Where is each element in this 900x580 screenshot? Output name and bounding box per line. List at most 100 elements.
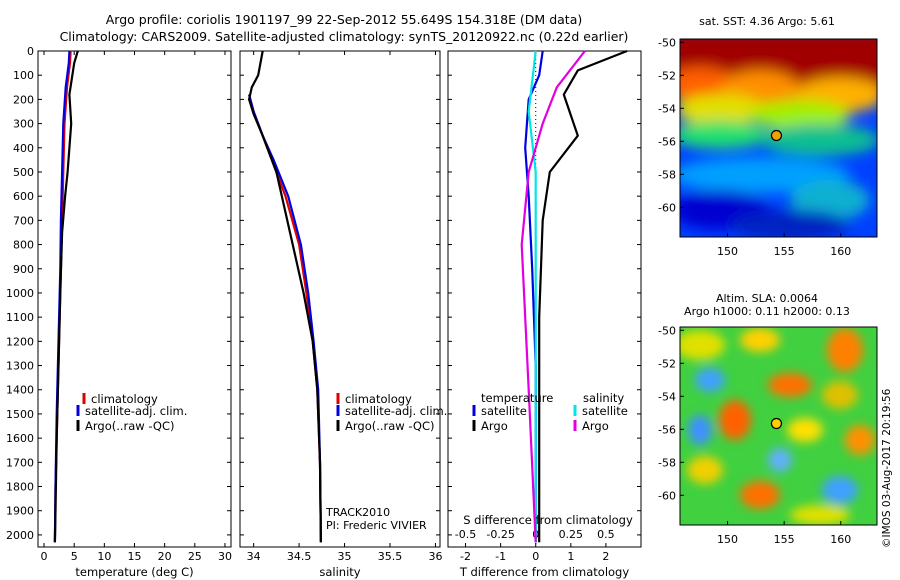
series-line-argo-raw-qc- <box>53 50 79 543</box>
map-y-tick-label: -58 <box>658 456 676 469</box>
x-tick-label: 34 <box>247 550 261 563</box>
map-y-tick-label: -56 <box>658 423 676 436</box>
map-y-tick-label: -56 <box>658 135 676 148</box>
figure-title: Argo profile: coriolis 1901197_99 22-Sep… <box>106 12 582 27</box>
y-tick-label: 1300 <box>6 360 34 373</box>
series-line-temperature-argo <box>538 49 628 543</box>
sla-map-subtitle: Argo h1000: 0.11 h2000: 0.13 <box>684 305 850 318</box>
y-tick-label: 2000 <box>6 529 34 542</box>
legend-label-argo: Argo(..raw -QC) <box>345 419 435 433</box>
x-tick-label: 34.5 <box>287 550 312 563</box>
y-tick-label: 1500 <box>6 408 34 421</box>
x-tick-label: 36 <box>428 550 442 563</box>
map-x-tick-label: 160 <box>830 245 851 258</box>
legend-title-salinity: salinity <box>583 391 624 405</box>
y-tick-label: 500 <box>13 166 34 179</box>
map-y-tick-label: -50 <box>658 36 676 49</box>
x-tick-label: 25 <box>188 550 202 563</box>
map-y-tick-label: -52 <box>658 69 676 82</box>
map-y-tick-label: -60 <box>658 489 676 502</box>
y-tick-label: 1200 <box>6 335 34 348</box>
legend-label-argo: Argo(..raw -QC) <box>85 419 175 433</box>
figure-subtitle: Climatology: CARS2009. Satellite-adjuste… <box>60 29 629 44</box>
top-x-tick-label: -0.5 <box>455 528 476 541</box>
legend-label-t-argo: Argo <box>481 419 508 433</box>
salinity-legend: climatology satellite-adj. clim. Argo(..… <box>325 392 447 532</box>
map-y-tick-label: -50 <box>658 324 676 337</box>
top-x-tick-label: 0.5 <box>597 528 615 541</box>
map-y-tick-label: -58 <box>658 168 676 181</box>
x-tick-label: -1 <box>495 550 506 563</box>
difference-legend: temperature satellite Argo salinity sate… <box>463 391 633 527</box>
salinity-chart: 34 34.5 35 35.5 36 salinity <box>240 50 442 579</box>
credit-text: ©IMOS 03-Aug-2017 20:19:56 <box>881 388 893 548</box>
sst-map: sat. SST: 4.36 Argo: 5.61 <box>679 15 878 238</box>
top-x-tick-label: -0.25 <box>486 528 514 541</box>
x-tick-label: 15 <box>128 550 142 563</box>
legend-label-satellite: satellite-adj. clim. <box>85 404 187 418</box>
y-tick-label: 1700 <box>6 456 34 469</box>
y-tick-label: 1900 <box>6 505 34 518</box>
float-position-marker <box>770 417 783 430</box>
legend-label-t-satellite: satellite <box>481 404 527 418</box>
map-y-tick-label: -54 <box>658 102 676 115</box>
x-tick-label: 2 <box>602 550 609 563</box>
y-tick-label: 1400 <box>6 384 34 397</box>
x-tick-label: 35 <box>338 550 352 563</box>
sst-map-title: sat. SST: 4.36 Argo: 5.61 <box>699 15 835 28</box>
series-line-argo-raw-qc- <box>248 50 322 543</box>
series-line-satellite-adj-clim- <box>248 94 322 543</box>
x-tick-label: 20 <box>158 550 172 563</box>
map-x-tick-label: 155 <box>774 245 795 258</box>
x-tick-label: 0 <box>41 550 48 563</box>
temperature-chart: 0 5 10 15 20 25 30 temperature (deg C) 0 100 200 30… <box>6 45 232 579</box>
map-x-tick-label: 160 <box>830 533 851 546</box>
map-x-tick-label: 155 <box>774 533 795 546</box>
x-tick-label: 30 <box>218 550 232 563</box>
y-tick-label: 0 <box>27 45 34 58</box>
x-axis-label: T difference from climatology <box>459 565 630 579</box>
legend-label-climatology: climatology <box>345 392 412 406</box>
map-x-tick-label: 150 <box>717 245 738 258</box>
top-x-tick-label: 0.25 <box>559 528 584 541</box>
series-line-salinity-argo <box>520 50 586 543</box>
y-tick-label: 200 <box>13 93 34 106</box>
legend-label-s-satellite: satellite <box>582 404 628 418</box>
y-tick-label: 700 <box>13 214 34 227</box>
temperature-panel-frame <box>37 50 232 548</box>
map-axes: 150 155 160 -50 -52 -54 -56 -58 -60 150 155 160 -50 -… <box>658 36 851 546</box>
x-tick-label: 1 <box>567 550 574 563</box>
sst-map-frame <box>679 38 878 238</box>
map-y-tick-label: -60 <box>658 201 676 214</box>
temperature-legend: climatology satellite-adj. clim. Argo(..… <box>76 392 187 433</box>
x-axis-label: salinity <box>319 565 360 579</box>
float-position-marker <box>770 129 783 142</box>
x-axis-label: temperature (deg C) <box>75 565 193 579</box>
track-label: TRACK2010 <box>325 506 390 519</box>
difference-chart: -2 -1 0 1 2-0.5 -0.25 0 0.25 0.5T difference fro… <box>448 49 641 579</box>
difference-top-xlabel: S difference from climatology <box>463 513 633 527</box>
x-tick-label: 35.5 <box>378 550 403 563</box>
sla-map: Altim. SLA: 0.0064 Argo h1000: 0.11 h200… <box>679 292 878 526</box>
map-x-tick-label: 150 <box>717 533 738 546</box>
difference-panel-frame <box>447 50 642 548</box>
map-y-tick-label: -52 <box>658 357 676 370</box>
y-tick-label: 300 <box>13 118 34 131</box>
legend-label-satellite: satellite-adj. clim. <box>345 404 447 418</box>
x-tick-label: 0 <box>532 550 539 563</box>
sla-map-frame <box>679 326 878 526</box>
salinity-panel-frame <box>239 50 441 548</box>
x-tick-label: 10 <box>97 550 111 563</box>
y-tick-label: 600 <box>13 190 34 203</box>
y-tick-label: 100 <box>13 69 34 82</box>
x-tick-label: 5 <box>71 550 78 563</box>
pi-label: PI: Frederic VIVIER <box>326 519 427 532</box>
y-tick-label: 1800 <box>6 481 34 494</box>
y-tick-label: 400 <box>13 142 34 155</box>
y-tick-label: 1100 <box>6 311 34 324</box>
y-tick-label: 1000 <box>6 287 34 300</box>
legend-label-s-argo: Argo <box>582 419 609 433</box>
y-tick-label: 1600 <box>6 432 34 445</box>
series-line-salinity-satellite <box>527 50 537 543</box>
